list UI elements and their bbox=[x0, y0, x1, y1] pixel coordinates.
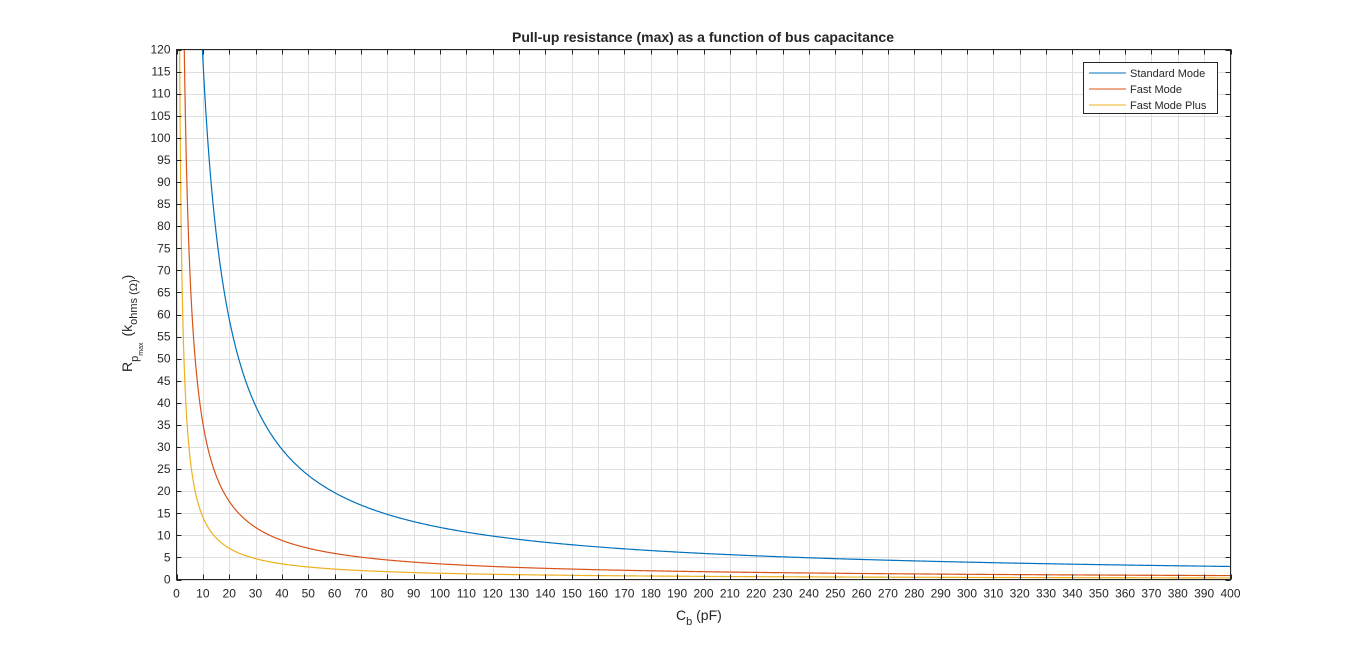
y-tick-label: 55 bbox=[157, 330, 171, 344]
x-tick-label: 370 bbox=[1141, 587, 1161, 601]
x-tick-label: 40 bbox=[275, 587, 289, 601]
y-axis-label-unit: ohms (Ω) bbox=[128, 279, 140, 325]
x-tick-label: 160 bbox=[588, 587, 608, 601]
y-tick-label: 60 bbox=[157, 308, 171, 322]
x-tick-label: 140 bbox=[535, 587, 555, 601]
y-tick-labels: 0 5 10 15 20 25 30 35 40 45 50 55 60 65 70 75 80 85 90 95 10… bbox=[150, 43, 170, 587]
y-tick-label: 110 bbox=[151, 87, 170, 101]
x-tick-label: 50 bbox=[302, 587, 316, 601]
y-tick-label: 0 bbox=[164, 573, 171, 587]
x-tick-label: 390 bbox=[1194, 587, 1214, 601]
y-tick-label: 90 bbox=[157, 175, 171, 189]
x-tick-label: 330 bbox=[1036, 587, 1056, 601]
y-tick-label: 20 bbox=[157, 484, 171, 498]
y-tick-label: 50 bbox=[157, 352, 171, 366]
y-tick-label: 15 bbox=[157, 506, 171, 520]
x-axis-label-main: C bbox=[676, 607, 686, 623]
x-tick-label: 220 bbox=[746, 587, 766, 601]
x-tick-label: 190 bbox=[667, 587, 687, 601]
y-tick-label: 35 bbox=[157, 418, 171, 432]
series-lines bbox=[179, 49, 1231, 579]
y-tick-label: 120 bbox=[150, 43, 170, 57]
y-tick-label: 65 bbox=[157, 285, 171, 299]
y-tick-label: 30 bbox=[157, 440, 171, 454]
x-tick-label: 60 bbox=[328, 587, 342, 601]
x-tick-label: 120 bbox=[483, 587, 503, 601]
y-axis-label-text: Rpmax(kohms (Ω)) bbox=[119, 275, 145, 372]
plot-area-border bbox=[176, 49, 1231, 580]
y-tick-label: 40 bbox=[157, 396, 171, 410]
y-tick-label: 100 bbox=[150, 131, 170, 145]
x-tick-label: 20 bbox=[223, 587, 237, 601]
y-tick-label: 45 bbox=[157, 374, 171, 388]
x-tick-label: 260 bbox=[852, 587, 872, 601]
y-tick-label: 95 bbox=[157, 153, 171, 167]
x-axis-label-sub: b bbox=[686, 616, 692, 628]
x-tick-label: 320 bbox=[1010, 587, 1030, 601]
x-tick-label: 280 bbox=[904, 587, 924, 601]
chart-title: Pull-up resistance (max) as a function o… bbox=[512, 29, 894, 45]
legend-label-fast-mode: Fast Mode bbox=[1130, 84, 1182, 96]
x-tick-labels: 0 10 20 30 40 50 60 70 80 90 100 110 120 130 140 150 160… bbox=[173, 587, 1241, 601]
x-tick-label: 380 bbox=[1168, 587, 1188, 601]
x-tick-label: 80 bbox=[381, 587, 395, 601]
axes bbox=[176, 49, 1232, 581]
y-tick-label: 80 bbox=[157, 219, 171, 233]
y-tick-label: 75 bbox=[157, 241, 171, 255]
legend-label-standard-mode: Standard Mode bbox=[1130, 68, 1205, 80]
x-tick-label: 90 bbox=[407, 587, 421, 601]
legend-item-fast-mode-plus: Fast Mode Plus bbox=[1089, 100, 1207, 112]
y-tick-label: 115 bbox=[151, 65, 170, 79]
y-axis-label-sub: p bbox=[129, 356, 141, 362]
y-axis-label-subsub: max bbox=[138, 342, 145, 356]
x-tick-label: 230 bbox=[773, 587, 793, 601]
series-line-fast-mode bbox=[183, 49, 1231, 577]
grid-lines bbox=[176, 49, 1232, 581]
x-tick-label: 200 bbox=[693, 587, 713, 601]
x-tick-label: 300 bbox=[957, 587, 977, 601]
x-tick-label: 150 bbox=[562, 587, 582, 601]
y-axis-label: Rpmax(kohms (Ω)) bbox=[119, 275, 145, 372]
y-tick-label: 10 bbox=[157, 528, 171, 542]
x-tick-label: 70 bbox=[354, 587, 368, 601]
legend: Standard Mode Fast Mode Fast Mode Plus bbox=[1083, 62, 1218, 114]
x-tick-label: 270 bbox=[878, 587, 898, 601]
x-tick-label: 110 bbox=[457, 587, 476, 601]
x-tick-label: 30 bbox=[249, 587, 263, 601]
x-tick-label: 210 bbox=[720, 587, 740, 601]
x-axis-label-rest: (pF) bbox=[692, 607, 722, 623]
y-tick-label: 105 bbox=[150, 109, 170, 123]
y-axis-label-main: R bbox=[119, 362, 135, 372]
x-tick-label: 10 bbox=[196, 587, 210, 601]
y-axis-label-close: ) bbox=[119, 275, 135, 280]
x-axis-label: Cb (pF) bbox=[676, 607, 722, 628]
x-tick-label: 340 bbox=[1062, 587, 1082, 601]
x-tick-label: 250 bbox=[825, 587, 845, 601]
x-tick-label: 360 bbox=[1115, 587, 1135, 601]
x-tick-label: 180 bbox=[641, 587, 661, 601]
x-tick-label: 0 bbox=[173, 587, 180, 601]
legend-item-standard-mode: Standard Mode bbox=[1089, 68, 1205, 80]
y-tick-label: 5 bbox=[164, 550, 171, 564]
x-tick-label: 240 bbox=[799, 587, 819, 601]
series-line-standard-mode bbox=[201, 49, 1231, 568]
y-tick-label: 85 bbox=[157, 197, 171, 211]
x-tick-label: 290 bbox=[931, 587, 951, 601]
series-line-fast-mode-plus bbox=[179, 49, 1231, 579]
x-tick-label: 170 bbox=[614, 587, 634, 601]
x-tick-label: 400 bbox=[1220, 587, 1240, 601]
y-axis-label-rest: (k bbox=[119, 324, 135, 337]
x-tick-label: 130 bbox=[509, 587, 529, 601]
y-tick-label: 25 bbox=[157, 462, 171, 476]
y-tick-label: 70 bbox=[157, 263, 171, 277]
legend-label-fast-mode-plus: Fast Mode Plus bbox=[1130, 100, 1207, 112]
x-tick-label: 100 bbox=[430, 587, 450, 601]
x-tick-label: 350 bbox=[1089, 587, 1109, 601]
x-tick-label: 310 bbox=[983, 587, 1003, 601]
legend-item-fast-mode: Fast Mode bbox=[1089, 84, 1182, 96]
